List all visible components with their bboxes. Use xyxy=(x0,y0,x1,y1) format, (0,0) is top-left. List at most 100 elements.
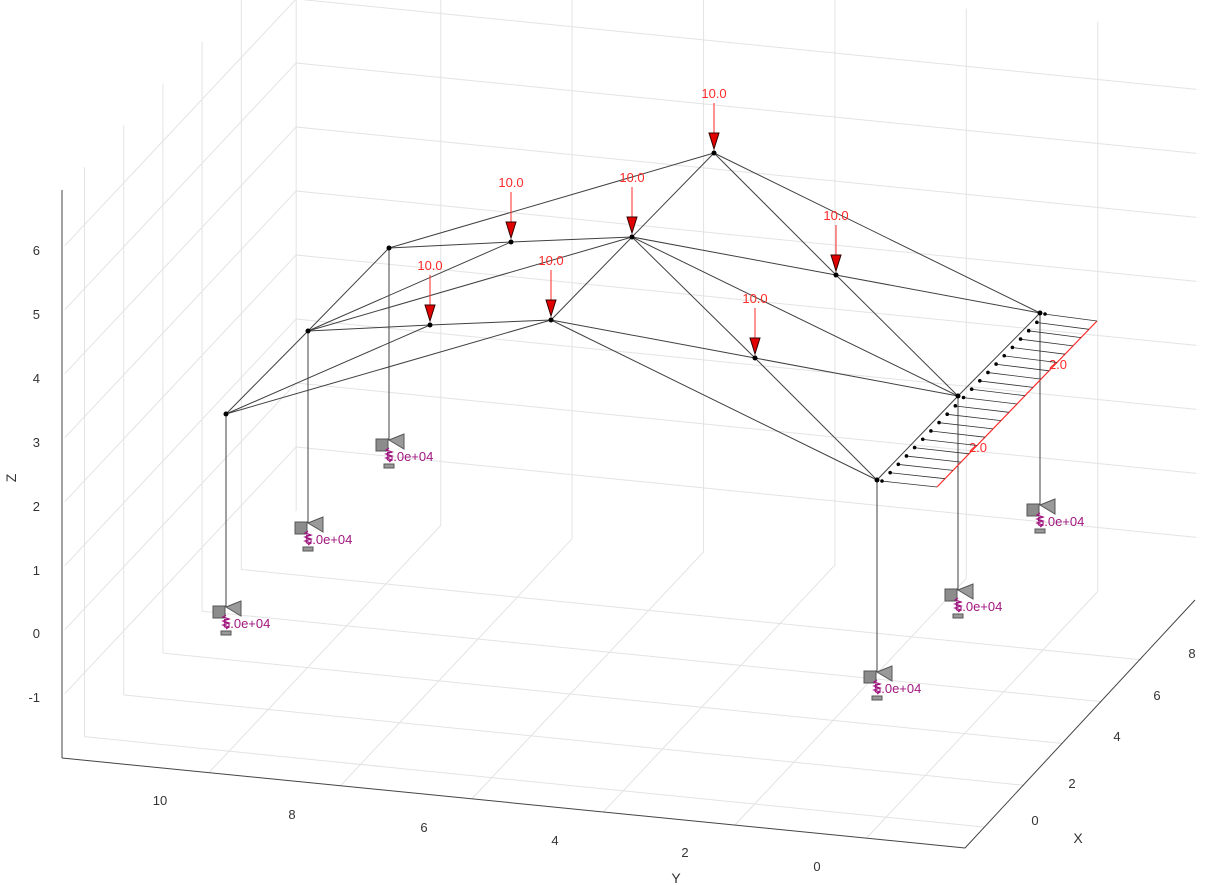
support-block-icon xyxy=(294,521,308,535)
z-tick: 5 xyxy=(33,307,40,322)
spring-label: 5.0e+04 xyxy=(223,616,270,631)
distributed-load-arrow xyxy=(929,430,986,438)
node xyxy=(1037,310,1043,316)
distributed-load-arrow xyxy=(913,447,970,455)
x-tick: 4 xyxy=(1113,729,1120,744)
member xyxy=(307,241,512,332)
distributed-load-arrow xyxy=(1011,347,1066,355)
distributed-load-arrow xyxy=(978,380,1034,388)
member xyxy=(876,395,959,481)
grid-line xyxy=(64,318,297,566)
y-tick: 4 xyxy=(551,833,558,848)
distributed-loads: 2.0 2.0 xyxy=(880,312,1098,488)
grid-lines xyxy=(64,0,1197,839)
load-arrow-head-icon xyxy=(830,254,842,273)
support-block-icon xyxy=(1026,503,1040,517)
grid-line xyxy=(64,0,296,246)
member xyxy=(550,236,633,321)
point-load-label: 10.0 xyxy=(823,208,848,223)
x-tick: 0 xyxy=(1031,813,1038,828)
spring-label: 5.0e+04 xyxy=(955,599,1002,614)
arrow-head-icon xyxy=(1035,320,1039,325)
arrow-head-icon xyxy=(912,445,917,450)
load-arrow-head-icon xyxy=(708,132,720,151)
z-tick: 4 xyxy=(33,371,40,386)
grid-line xyxy=(296,126,1197,218)
x-tick: 6 xyxy=(1153,688,1160,703)
y-tick: 2 xyxy=(681,845,688,860)
node xyxy=(955,393,961,399)
grid-line xyxy=(296,62,1197,154)
grid-line xyxy=(241,568,1142,661)
support-block-icon xyxy=(944,588,958,602)
spring-icon xyxy=(1035,512,1045,528)
support-wedge-icon xyxy=(875,665,893,682)
member xyxy=(225,324,431,415)
support-wedge-icon xyxy=(306,516,324,533)
grid-line xyxy=(64,254,297,502)
member xyxy=(957,312,1041,397)
grid-line xyxy=(296,190,1197,282)
z-tick: 6 xyxy=(33,243,40,258)
x-tick: 2 xyxy=(1068,776,1075,791)
node xyxy=(752,355,758,361)
spring-base-icon xyxy=(952,613,964,619)
distributed-load-arrow xyxy=(970,388,1026,397)
z-tick: -1 xyxy=(28,690,40,705)
distributed-load-arrow xyxy=(889,472,946,480)
spring-base-icon xyxy=(871,695,883,701)
support-block-icon xyxy=(212,605,226,619)
arrow-head-icon xyxy=(986,370,990,375)
spring-label: 5.0e+04 xyxy=(386,449,433,464)
arrow-head-icon xyxy=(896,462,901,467)
member xyxy=(713,152,1041,314)
spring-label: 5.0e+04 xyxy=(1037,514,1084,529)
node xyxy=(833,272,839,278)
arrow-head-icon xyxy=(994,362,998,366)
load-arrow-head-icon xyxy=(424,304,436,323)
spring-label: 5.0e+04 xyxy=(874,681,921,696)
arrow-head-icon xyxy=(880,479,884,483)
spring-icon xyxy=(384,447,394,463)
load-arrow-head-icon xyxy=(545,299,557,318)
member xyxy=(631,236,959,397)
x-axis-label: X xyxy=(1073,830,1083,846)
support-wedge-icon xyxy=(1038,498,1056,515)
node xyxy=(508,239,514,245)
grid-line xyxy=(866,591,1099,839)
grid-line xyxy=(162,652,1064,744)
point-load-label: 10.0 xyxy=(538,253,563,268)
arrow-head-icon xyxy=(969,387,974,391)
point-loads: 10.010.010.010.010.010.010.010.0 xyxy=(417,86,849,356)
member xyxy=(510,236,633,243)
point-load-label: 10.0 xyxy=(498,175,523,190)
member xyxy=(754,357,878,481)
axes: 6 5 4 3 2 1 0 -1 Z 10 8 6 4 2 0 Y 0 2 4 … xyxy=(3,190,1196,885)
y-tick: 0 xyxy=(813,859,820,874)
member xyxy=(754,357,959,397)
arrow-head-icon xyxy=(945,412,949,417)
load-arrow-head-icon xyxy=(749,337,761,356)
distributed-load-arrow xyxy=(1027,330,1082,338)
distributed-load-arrow xyxy=(897,463,954,471)
member xyxy=(388,241,512,249)
distributed-load-arrow xyxy=(921,438,978,446)
arrow-head-icon xyxy=(929,429,933,433)
y-tick: 8 xyxy=(288,807,295,822)
grid-line xyxy=(64,62,297,310)
spring-icon xyxy=(872,679,882,695)
point-load-label: 10.0 xyxy=(701,86,726,101)
load-arrow-head-icon xyxy=(505,221,517,240)
node xyxy=(386,245,392,251)
arrow-head-icon xyxy=(888,470,892,475)
distributed-load-arrow xyxy=(880,480,938,488)
grid-line xyxy=(301,0,1197,90)
spring-base-icon xyxy=(302,546,314,552)
member xyxy=(550,319,878,481)
member xyxy=(550,319,756,359)
z-tick: 1 xyxy=(33,563,40,578)
member xyxy=(631,236,837,276)
z-tick: 0 xyxy=(33,626,40,641)
distributed-load-label: 2.0 xyxy=(1049,357,1067,372)
